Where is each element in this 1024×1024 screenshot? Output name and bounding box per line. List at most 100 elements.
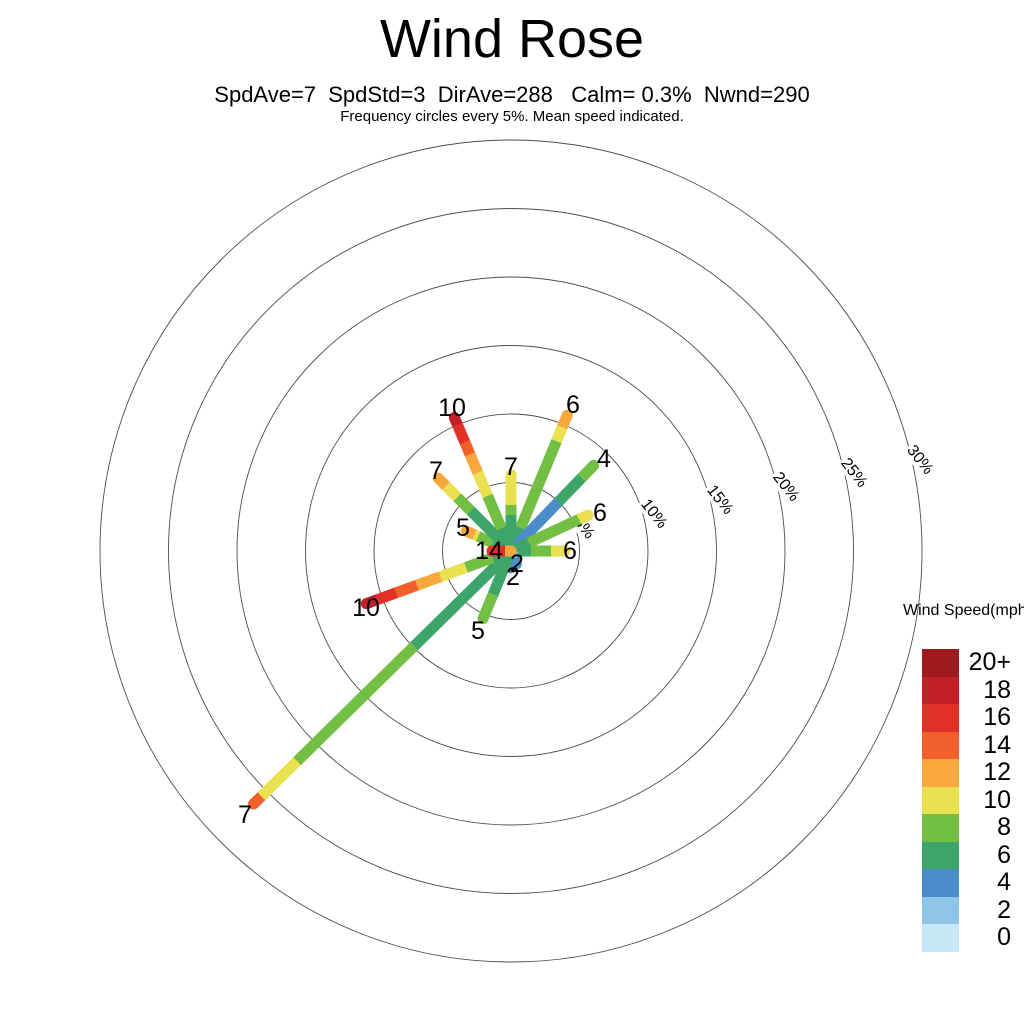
spoke-segment-NNW-14 xyxy=(459,440,476,457)
spoke-tip-cap xyxy=(360,598,372,610)
spoke-segment-SW-8 xyxy=(293,642,418,766)
legend-color-swatch xyxy=(922,814,959,842)
legend-color-swatch xyxy=(922,896,959,924)
spoke-tip-cap xyxy=(588,459,600,471)
mean-speed-label-E: 6 xyxy=(563,537,577,565)
mean-speed-label-NE: 4 xyxy=(597,445,611,473)
spoke-segment-ENE-8 xyxy=(526,514,582,548)
mean-speed-label-WNW: 5 xyxy=(456,514,470,542)
spoke-segment-NNW-16 xyxy=(452,422,470,445)
legend-entry: 2 xyxy=(903,895,1024,924)
legend-entry: 14 xyxy=(903,730,1024,759)
spoke-tip-cap xyxy=(582,509,594,521)
ring-percent-label: 10% xyxy=(636,493,674,533)
mean-speed-label-NW: 7 xyxy=(429,457,443,485)
legend-speed-label: 10 xyxy=(983,785,1011,814)
legend-color-swatch xyxy=(922,731,959,759)
frequency-ring xyxy=(99,139,923,963)
spoke-base-cap xyxy=(505,545,517,557)
wind-speed-legend: Wind Speed(mph) 20+ 18 16 14 12 10 8 6 4 2 0 xyxy=(903,602,1024,952)
legend-speed-label: 14 xyxy=(983,730,1011,759)
spoke-NNW xyxy=(448,412,517,557)
legend-entry: 6 xyxy=(903,840,1024,869)
spoke-segment-NNW-12 xyxy=(464,452,483,475)
mean-speed-label-NNE: 6 xyxy=(566,391,580,419)
legend-speed-label: 6 xyxy=(997,840,1011,869)
legend-entry: 20+ xyxy=(903,648,1024,677)
legend-color-swatch xyxy=(922,786,959,814)
legend-color-swatch xyxy=(922,869,959,897)
mean-speed-label-S: 2 xyxy=(506,563,520,591)
legend-speed-label: 2 xyxy=(997,895,1011,924)
frequency-ring xyxy=(168,208,854,894)
legend-entry: 12 xyxy=(903,758,1024,787)
ring-percent-label: 20% xyxy=(768,466,806,506)
legend-color-swatch xyxy=(922,676,959,704)
mean-speed-label-ENE: 6 xyxy=(593,499,607,527)
spoke-segment-NNE-8 xyxy=(515,438,562,531)
spoke-segment-WNW-8 xyxy=(475,531,495,548)
legend-entry: 0 xyxy=(903,923,1024,952)
chart-title: Wind Rose xyxy=(379,9,645,69)
legend-speed-label: 4 xyxy=(997,868,1011,896)
legend-speed-label: 18 xyxy=(983,675,1011,704)
spoke-segment-WNW-10 xyxy=(472,529,481,542)
frequency-ring xyxy=(305,345,717,757)
spoke-tip-cap xyxy=(486,545,498,557)
mean-speed-label-NNW: 10 xyxy=(438,394,466,422)
legend-color-swatch xyxy=(922,759,959,787)
ring-label-backing xyxy=(902,439,940,479)
spoke-segment-NE-6 xyxy=(554,473,586,506)
spoke-segment-NNW-8 xyxy=(482,493,507,531)
ring-percent-label: 25% xyxy=(836,452,874,492)
legend-speed-label: 8 xyxy=(997,813,1011,841)
spoke-tip-cap xyxy=(477,612,489,624)
legend-entry: 16 xyxy=(903,703,1024,732)
spoke-segment-NW-8 xyxy=(453,493,475,515)
mean-speed-label-SSW: 5 xyxy=(471,617,485,645)
ring-label-backing xyxy=(636,493,674,533)
mean-speed-label-N: 7 xyxy=(504,453,518,481)
spoke-segment-WSW-8 xyxy=(464,552,495,573)
legend-entry: 10 xyxy=(903,785,1024,814)
ring-label-backing xyxy=(836,452,874,492)
spoke-tip-cap xyxy=(561,409,573,421)
frequency-ring xyxy=(236,276,786,826)
mean-speed-label-SW: 7 xyxy=(238,801,252,829)
mean-speed-label-WSW: 10 xyxy=(352,594,380,622)
legend-speed-label: 12 xyxy=(983,758,1011,786)
stats-line: SpdAve=7 SpdStd=3 DirAve=288 Calm= 0.3% … xyxy=(214,82,810,107)
spoke-segment-NNW-10 xyxy=(472,470,493,498)
spoke-W xyxy=(486,545,517,557)
ring-label-backing xyxy=(702,479,740,519)
spoke-tip-cap xyxy=(448,412,460,424)
legend-color-swatch xyxy=(922,649,959,677)
mean-speed-label-W: 14 xyxy=(475,537,503,565)
spoke-segment-NW-10 xyxy=(442,482,462,502)
spoke-tip-cap xyxy=(432,472,444,484)
spoke-tip-cap xyxy=(460,525,472,537)
legend-entry: 4 xyxy=(903,868,1024,897)
frequency-caption: Frequency circles every 5%. Mean speed i… xyxy=(340,108,684,125)
spoke-SW xyxy=(248,545,517,810)
spoke-tip-cap xyxy=(559,545,571,557)
legend-speed-label: 0 xyxy=(997,923,1011,951)
spoke-segment-SW-6 xyxy=(410,547,515,651)
legend-color-swatch xyxy=(922,841,959,869)
legend-speed-label: 16 xyxy=(983,703,1011,731)
spoke-segment-WSW-12 xyxy=(415,571,443,591)
legend-speed-label: 20+ xyxy=(968,648,1011,676)
legend-title: Wind Speed(mph) xyxy=(903,602,1024,619)
spoke-segment-WSW-16 xyxy=(375,587,399,605)
legend-entry: 18 xyxy=(903,675,1024,704)
spoke-segment-WSW-14 xyxy=(394,580,419,598)
legend-color-swatch xyxy=(922,924,959,952)
mean-speed-label-SSE: 2 xyxy=(510,550,524,578)
spoke-segment-SW-10 xyxy=(257,757,301,801)
spoke-tip-cap xyxy=(505,469,517,481)
spoke-tip-cap xyxy=(248,798,260,810)
frequency-ring xyxy=(373,413,649,689)
legend-color-swatch xyxy=(922,704,959,732)
